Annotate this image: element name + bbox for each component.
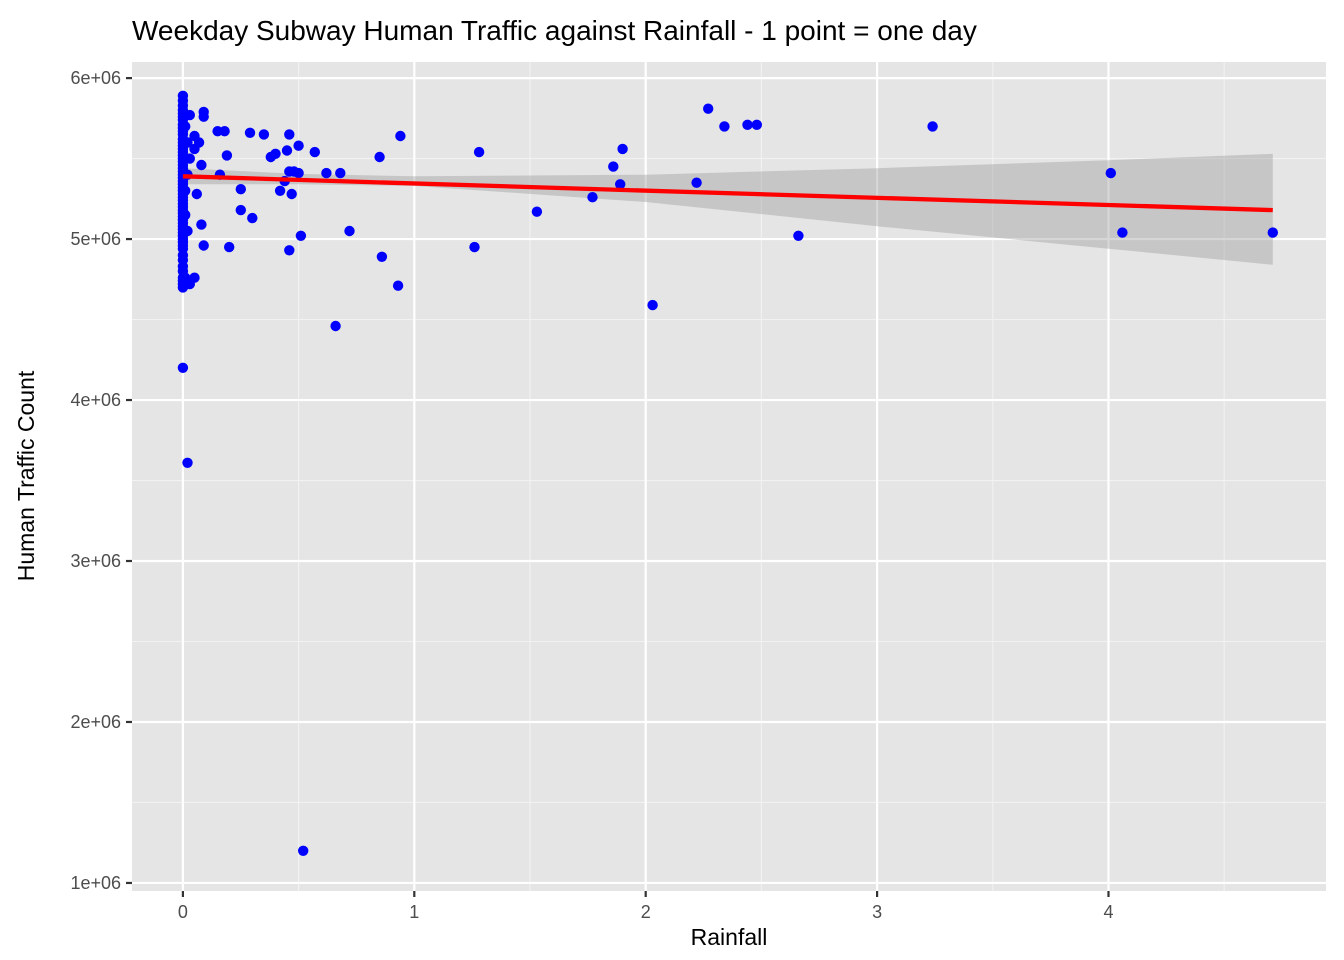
data-point	[177, 362, 189, 373]
data-point	[191, 188, 202, 200]
x-tick-label: 1	[409, 902, 419, 922]
x-axis-ticks: 0 1 2 3 4	[178, 891, 1113, 922]
x-tick-label: 4	[1103, 902, 1113, 922]
data-point	[647, 299, 658, 311]
data-point	[927, 121, 938, 132]
data-point	[180, 209, 191, 221]
chart-title: Weekday Subway Human Traffic against Rai…	[132, 15, 977, 46]
data-point	[395, 130, 406, 142]
data-point	[196, 159, 207, 171]
data-point	[244, 127, 256, 138]
y-tick-label: 6e+06	[70, 68, 121, 88]
y-axis-ticks: 1e+06 2e+06 3e+06 4e+06 5e+06 6e+06	[70, 68, 132, 893]
data-point	[691, 177, 702, 188]
x-tick-label: 2	[641, 902, 651, 922]
data-point	[392, 280, 404, 291]
data-point	[198, 240, 209, 251]
data-point	[284, 245, 295, 256]
data-point	[182, 137, 193, 148]
data-point	[1117, 227, 1128, 238]
data-point	[742, 119, 753, 130]
data-point	[235, 184, 246, 195]
data-point	[221, 150, 233, 161]
x-tick-label: 3	[872, 902, 882, 922]
data-point	[330, 320, 341, 332]
data-point	[335, 167, 346, 179]
data-point	[235, 204, 246, 216]
data-point	[293, 167, 304, 179]
data-point	[793, 230, 804, 241]
y-axis-title: Human Traffic Count	[13, 370, 39, 581]
data-points	[177, 90, 1279, 856]
data-point	[182, 225, 193, 237]
major-gridlines	[132, 62, 1326, 891]
data-point	[284, 129, 295, 140]
data-point	[193, 137, 205, 148]
data-point	[617, 143, 628, 155]
data-point	[751, 119, 762, 130]
confidence-band	[182, 153, 1273, 265]
data-point	[615, 179, 626, 190]
data-point	[376, 251, 388, 262]
trend-line	[182, 174, 1273, 213]
x-axis-title: Rainfall	[691, 924, 768, 950]
data-point	[184, 109, 195, 121]
y-tick-label: 1e+06	[70, 873, 121, 893]
data-point	[608, 161, 619, 172]
y-tick-label: 3e+06	[70, 551, 121, 571]
x-tick-label: 0	[178, 902, 188, 922]
data-point	[274, 185, 286, 196]
data-point	[182, 457, 193, 468]
data-point	[321, 167, 332, 179]
data-point	[531, 206, 543, 217]
data-point	[270, 148, 281, 159]
plot-panel	[132, 62, 1326, 891]
data-point	[286, 188, 297, 200]
data-point	[1267, 227, 1279, 238]
y-tick-label: 5e+06	[70, 229, 121, 249]
data-point	[587, 192, 598, 203]
data-point	[180, 121, 191, 132]
data-point	[469, 241, 480, 253]
data-point	[184, 153, 195, 164]
data-point	[295, 230, 307, 241]
data-point	[224, 241, 235, 253]
y-tick-label: 4e+06	[70, 390, 121, 410]
data-point	[247, 212, 258, 224]
data-point	[196, 219, 207, 230]
data-point	[281, 145, 293, 156]
data-point	[258, 129, 270, 140]
data-point	[1105, 167, 1117, 179]
data-point	[180, 185, 191, 196]
data-point	[298, 845, 309, 856]
data-point	[219, 126, 230, 137]
data-point	[719, 121, 730, 132]
data-point	[473, 146, 485, 158]
y-tick-label: 2e+06	[70, 712, 121, 732]
data-point	[198, 111, 209, 122]
data-point	[293, 140, 304, 151]
minor-gridlines	[132, 62, 1326, 891]
data-point	[189, 272, 200, 283]
data-point	[309, 146, 320, 158]
data-point	[374, 151, 385, 163]
data-point	[703, 103, 714, 114]
data-point	[344, 225, 355, 237]
